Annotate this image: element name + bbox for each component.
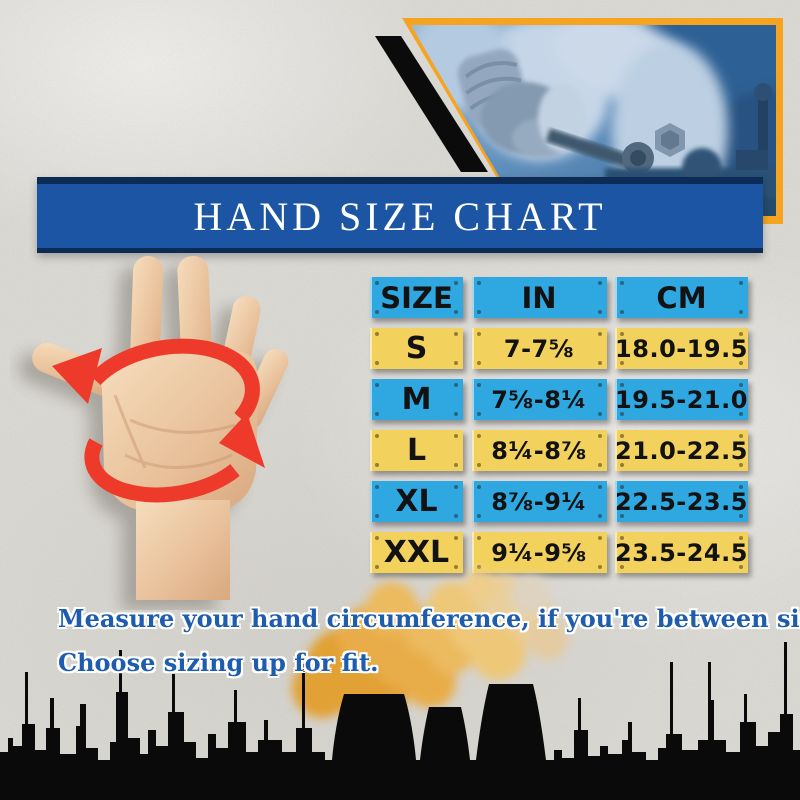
cell-size-xxl: XXL [370,532,463,573]
cell-cm-xl: 22.5-23.5 [615,481,748,522]
size-chart-table: SIZE IN CM S 7-7⅝ 18.0-19.5 M 7⅝-8¼ 19.5… [370,277,748,573]
note-line-1: Measure your hand circumference, if you'… [58,604,800,633]
cell-in-xl: 8⅞-9¼ [471,481,607,522]
cell-size-s: S [370,328,463,369]
cell-cm-m: 19.5-21.0 [615,379,748,420]
cell-in-m: 7⅝-8¼ [471,379,607,420]
header-in: IN [471,277,607,318]
smoke-plume [292,570,568,726]
header-cm: CM [615,277,748,318]
cell-in-s: 7-7⅝ [471,328,607,369]
work-glove [457,49,586,158]
title-banner: HAND SIZE CHART [37,177,763,253]
cell-cm-s: 18.0-19.5 [615,328,748,369]
cell-size-xl: XL [370,481,463,522]
cooling-towers-skyline [0,642,800,800]
cell-in-xxl: 9¼-9⅝ [471,532,607,573]
cell-size-m: M [370,379,463,420]
header-size: SIZE [370,277,463,318]
page-title: HAND SIZE CHART [193,193,607,239]
cell-cm-l: 21.0-22.5 [615,430,748,471]
cell-size-l: L [370,430,463,471]
wrench [545,128,654,174]
cell-cm-xxl: 23.5-24.5 [615,532,748,573]
note-line-2: Choose sizing up for fit. [58,648,379,677]
hand-measure-illustration [13,255,293,610]
industrial-skyline-silhouette [0,642,800,800]
cell-in-l: 8¼-8⅞ [471,430,607,471]
red-circular-arrow [52,338,265,503]
